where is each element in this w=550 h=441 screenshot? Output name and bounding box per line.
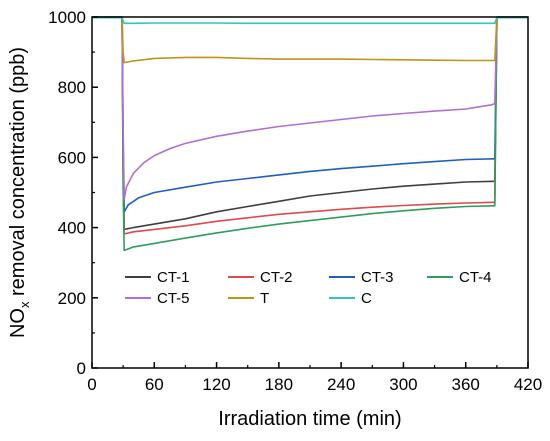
legend-label-2: CT-3	[361, 269, 394, 286]
legend-label-3: CT-4	[459, 269, 492, 286]
legend-label-5: T	[260, 290, 269, 307]
series-line-3	[92, 16, 528, 252]
y-axis-label-rest: removal concentration (ppb)	[7, 47, 29, 302]
legend: CT-1 CT-2 CT-3 CT-4 CT-5 T C	[125, 269, 492, 307]
series-line-5	[92, 16, 528, 64]
x-tick-label-0: 0	[87, 375, 96, 394]
legend-label-4: CT-5	[157, 290, 190, 307]
x-tick-label-7: 420	[514, 375, 542, 394]
x-tick-label-6: 360	[452, 375, 480, 394]
x-tick-label-5: 300	[389, 375, 417, 394]
series-line-4	[92, 16, 528, 201]
x-axis-label: Irradiation time (min)	[218, 408, 401, 430]
y-axis-label-main: NO	[7, 308, 29, 338]
y-tick-label-5: 1000	[48, 8, 86, 27]
y-axis-label-subscript: x	[17, 301, 32, 308]
series-line-1	[92, 16, 528, 235]
y-tick-label-4: 800	[58, 78, 86, 97]
x-tick-label-1: 60	[145, 375, 164, 394]
series-line-0	[92, 16, 528, 231]
y-tick-label-1: 200	[58, 289, 86, 308]
series-layer	[92, 16, 528, 252]
legend-label-6: C	[361, 290, 372, 307]
x-tick-label-4: 240	[327, 375, 355, 394]
y-axis-label: NOx removal concentration (ppb)	[7, 47, 32, 338]
series-line-6	[92, 16, 528, 25]
legend-label-1: CT-2	[260, 269, 293, 286]
y-tick-label-0: 0	[77, 359, 86, 378]
x-tick-label-2: 120	[202, 375, 230, 394]
y-tick-label-2: 400	[58, 219, 86, 238]
series-line-2	[92, 16, 528, 213]
y-tick-label-3: 600	[58, 148, 86, 167]
axis-ticks: 0 60 120 180 240 300 360 420 0 200 400 600 800 1000	[48, 8, 542, 394]
legend-label-0: CT-1	[157, 269, 190, 286]
x-tick-label-3: 180	[265, 375, 293, 394]
